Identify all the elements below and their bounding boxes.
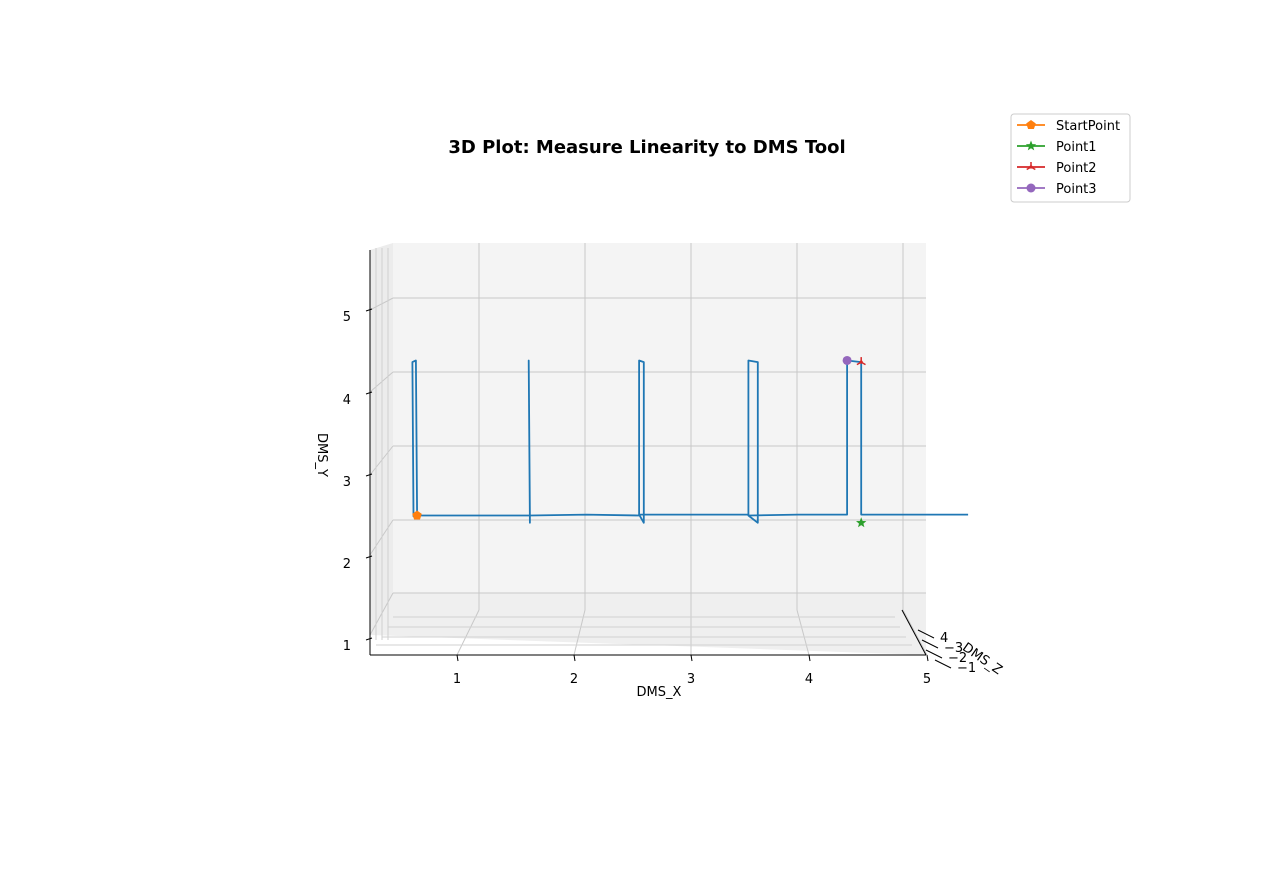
axes	[365, 250, 952, 669]
legend-label: Point2	[1056, 161, 1097, 176]
x-tick-mark	[573, 654, 576, 662]
z-tick-mark	[921, 639, 939, 649]
marker-point2	[856, 357, 866, 366]
x-tick-mark	[456, 654, 459, 662]
y-tick-mark	[365, 555, 373, 559]
z-tick-label: −3	[944, 641, 963, 656]
x-tick-mark	[690, 654, 693, 662]
z-tick-label: −1	[957, 661, 976, 676]
y-tick-mark	[365, 391, 373, 395]
grid-line-x-floor	[902, 609, 928, 656]
y-tick-mark	[365, 308, 373, 312]
x-tick-label: 1	[453, 672, 461, 687]
floor-pane	[370, 593, 926, 655]
x-tick-label: 2	[570, 672, 578, 687]
z-tick-mark	[925, 649, 943, 659]
y-axis-label: DMS_Y	[314, 433, 329, 477]
marker-point1	[856, 517, 867, 528]
y-tick-mark	[365, 473, 373, 477]
y-tick-label: 5	[343, 310, 351, 325]
legend-label: Point3	[1056, 182, 1097, 197]
marker-layer	[412, 355, 867, 528]
z-tick-mark	[917, 629, 935, 639]
z-axis-line	[901, 609, 927, 656]
legend-entry-point1: Point1	[1017, 140, 1097, 155]
back-pane	[393, 243, 926, 593]
legend-marker	[1026, 162, 1036, 171]
z-tick-mark	[934, 659, 952, 669]
legend-label: StartPoint	[1056, 119, 1120, 134]
marker-point3	[842, 355, 852, 365]
x-tick-label: 5	[923, 672, 931, 687]
x-tick-label: 3	[687, 672, 695, 687]
legend-marker	[1026, 183, 1036, 193]
legend-entry-point3: Point3	[1017, 182, 1097, 197]
legend-entry-point2: Point2	[1017, 161, 1097, 176]
grid-lines	[369, 243, 928, 656]
y-tick-mark	[365, 637, 373, 641]
chart-title: 3D Plot: Measure Linearity to DMS Tool	[448, 137, 845, 158]
y-tick-label: 3	[343, 475, 351, 490]
y-tick-label: 2	[343, 557, 351, 572]
legend-box	[1010, 113, 1131, 203]
z-tick-label: −2	[948, 651, 967, 666]
marker-startpoint	[412, 510, 422, 520]
legend-marker	[1026, 120, 1036, 129]
legend-marker	[1025, 140, 1037, 151]
y-tick-label: 1	[343, 639, 351, 654]
z-tick-label: 4	[940, 631, 948, 646]
legend-entry-startpoint: StartPoint	[1017, 119, 1120, 134]
legend: StartPoint Point1 Point2 Point3	[1010, 113, 1131, 203]
x-axis-label: DMS_X	[637, 685, 682, 700]
x-tick-mark	[926, 654, 929, 662]
x-tick-mark	[808, 654, 811, 662]
y-tick-label: 4	[343, 393, 351, 408]
legend-label: Point1	[1056, 140, 1097, 155]
x-tick-label: 4	[805, 672, 813, 687]
